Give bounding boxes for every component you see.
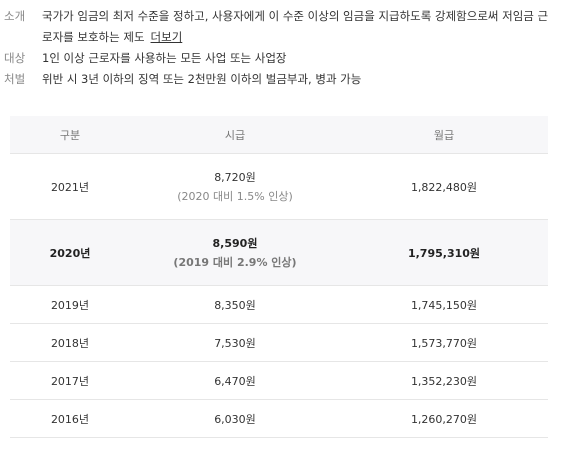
header-hourly: 시급 bbox=[130, 116, 340, 154]
header-monthly: 월급 bbox=[340, 116, 548, 154]
table-row-2018: 2018년 7,530원 1,573,770원 bbox=[10, 323, 548, 362]
hourly-value: 8,720원 bbox=[214, 171, 256, 184]
row-year: 2019년 bbox=[10, 285, 130, 324]
row-monthly: 1,822,480원 bbox=[340, 153, 548, 220]
increase-note: (2019 대비 2.9% 인상) bbox=[173, 256, 297, 269]
intro-text: 국가가 임금의 최저 수준을 정하고, 사용자에게 이 수준 이상의 임금을 지… bbox=[42, 6, 552, 48]
increase-note: (2020 대비 1.5% 인상) bbox=[177, 190, 293, 203]
row-hourly: 6,030원 bbox=[130, 399, 340, 438]
row-monthly: 1,352,230원 bbox=[340, 361, 548, 400]
minimum-wage-info: 소개 국가가 임금의 최저 수준을 정하고, 사용자에게 이 수준 이상의 임금… bbox=[0, 6, 567, 90]
table-row-2019: 2019년 8,350원 1,745,150원 bbox=[10, 285, 548, 324]
target-label: 대상 bbox=[4, 51, 26, 65]
row-monthly: 1,795,310원 bbox=[340, 219, 548, 286]
row-hourly: 8,350원 bbox=[130, 285, 340, 324]
header-category: 구분 bbox=[10, 116, 130, 154]
row-hourly: 7,530원 bbox=[130, 323, 340, 362]
intro-description: 국가가 임금의 최저 수준을 정하고, 사용자에게 이 수준 이상의 임금을 지… bbox=[42, 9, 549, 44]
penalty-row: 처벌 위반 시 3년 이하의 징역 또는 2천만원 이하의 벌금부과, 병과 가… bbox=[0, 69, 567, 90]
row-year: 2020년 bbox=[10, 219, 130, 286]
penalty-text: 위반 시 3년 이하의 징역 또는 2천만원 이하의 벌금부과, 병과 가능 bbox=[42, 72, 362, 86]
penalty-label: 처벌 bbox=[4, 72, 26, 86]
row-monthly: 1,260,270원 bbox=[340, 399, 548, 438]
more-link[interactable]: 더보기 bbox=[150, 30, 183, 44]
table-row-2016: 2016년 6,030원 1,260,270원 bbox=[10, 399, 548, 438]
intro-label: 소개 bbox=[4, 9, 26, 23]
intro-row: 소개 국가가 임금의 최저 수준을 정하고, 사용자에게 이 수준 이상의 임금… bbox=[0, 6, 567, 48]
target-text: 1인 이상 근로자를 사용하는 모든 사업 또는 사업장 bbox=[42, 51, 287, 65]
row-year: 2021년 bbox=[10, 153, 130, 220]
table-header-row: 구분 시급 월급 bbox=[10, 116, 548, 154]
minimum-wage-table: 구분 시급 월급 2021년 8,720원 (2020 대비 1.5% 인상) … bbox=[10, 116, 548, 438]
table-row-2021: 2021년 8,720원 (2020 대비 1.5% 인상) 1,822,480… bbox=[10, 153, 548, 220]
row-hourly: 8,720원 (2020 대비 1.5% 인상) bbox=[130, 153, 340, 220]
row-year: 2016년 bbox=[10, 399, 130, 438]
hourly-value: 8,590원 bbox=[212, 237, 258, 250]
row-hourly: 6,470원 bbox=[130, 361, 340, 400]
row-hourly: 8,590원 (2019 대비 2.9% 인상) bbox=[130, 219, 340, 286]
table-row-2017: 2017년 6,470원 1,352,230원 bbox=[10, 361, 548, 400]
row-year: 2017년 bbox=[10, 361, 130, 400]
row-year: 2018년 bbox=[10, 323, 130, 362]
table-row-2020-current: 2020년 8,590원 (2019 대비 2.9% 인상) 1,795,310… bbox=[10, 219, 548, 286]
row-monthly: 1,573,770원 bbox=[340, 323, 548, 362]
target-row: 대상 1인 이상 근로자를 사용하는 모든 사업 또는 사업장 bbox=[0, 48, 567, 69]
row-monthly: 1,745,150원 bbox=[340, 285, 548, 324]
